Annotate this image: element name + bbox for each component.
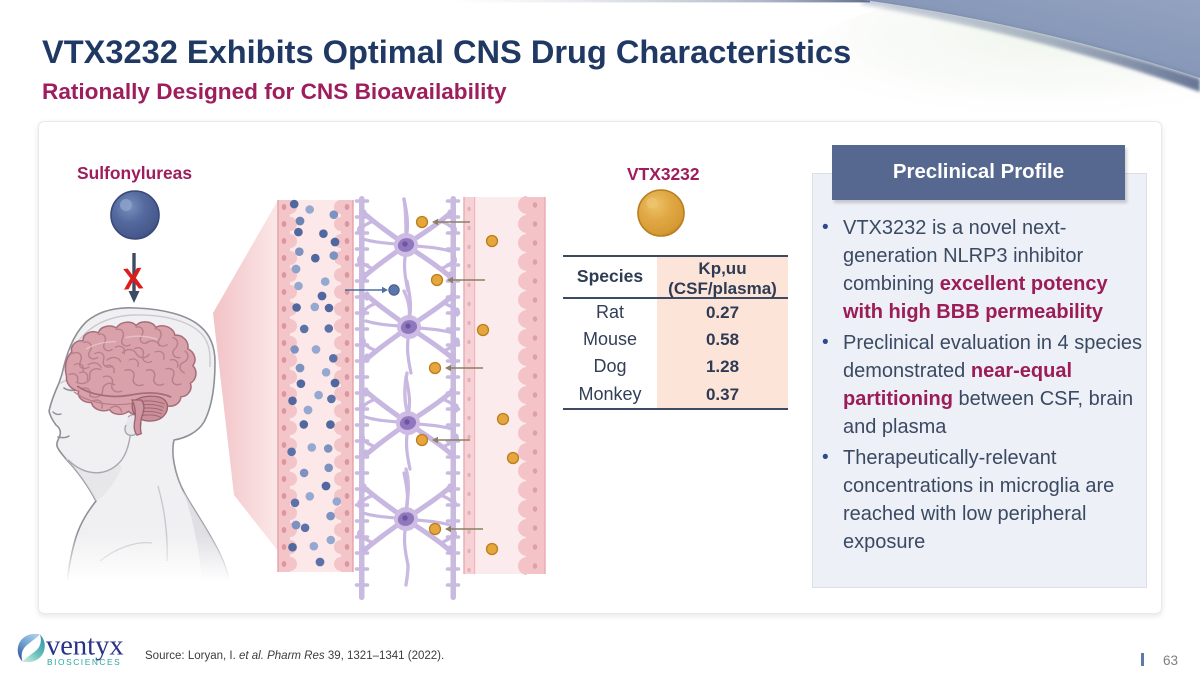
svg-text:BIOSCIENCES: BIOSCIENCES	[47, 657, 121, 667]
svg-text:X: X	[122, 262, 144, 296]
svg-text:ventyx: ventyx	[46, 631, 124, 662]
